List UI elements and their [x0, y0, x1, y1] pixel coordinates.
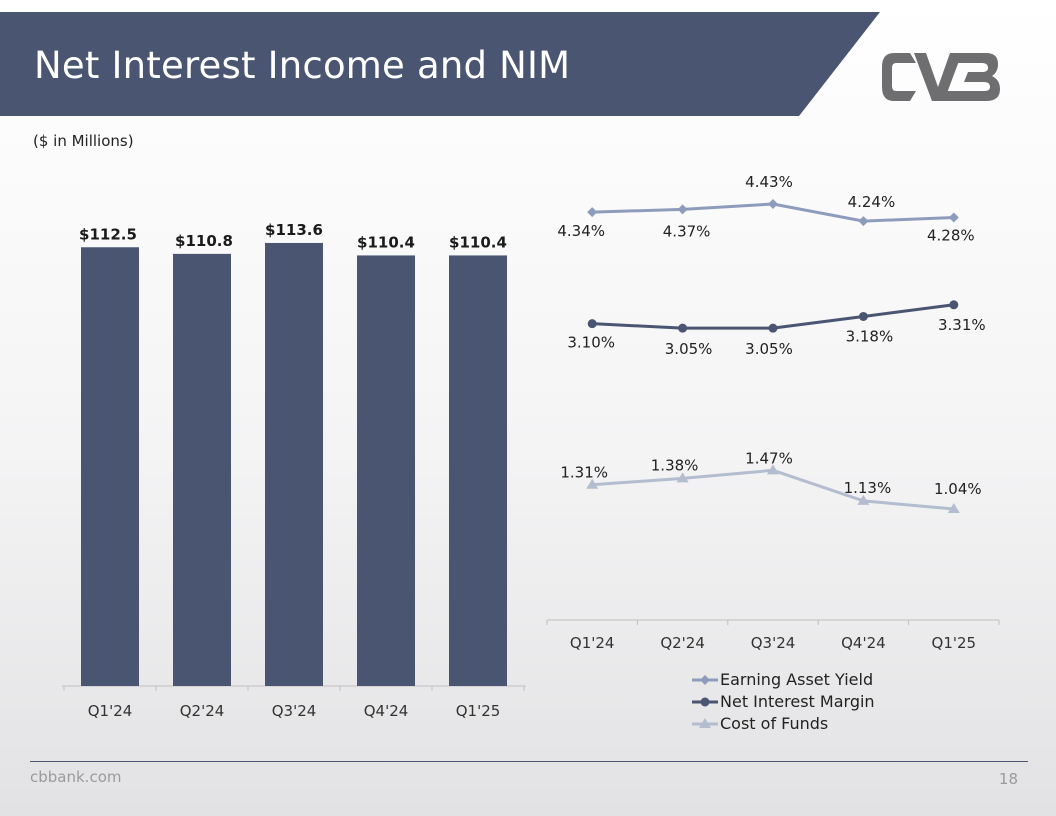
- legend-earning-asset-yield-label: Earning Asset Yield: [720, 670, 873, 689]
- bar-Q1'24: [81, 247, 139, 686]
- bar-category-label: Q1'24: [88, 702, 133, 720]
- header-band: [0, 12, 880, 116]
- line-category-label: Q4'24: [841, 634, 886, 652]
- net-interest-margin-data-label: 3.05%: [665, 340, 713, 358]
- legend-cost-of-funds-label: Cost of Funds: [720, 714, 828, 733]
- earning-asset-yield-point: [948, 212, 959, 223]
- earning-asset-yield-point: [677, 204, 688, 215]
- cost-of-funds-point: [947, 503, 960, 513]
- cost-of-funds-point: [857, 494, 870, 505]
- cost-of-funds-data-label: 1.47%: [745, 449, 793, 467]
- bar-data-label: $110.4: [449, 233, 507, 251]
- line-category-label: Q1'25: [932, 634, 977, 652]
- line-category-label: Q3'24: [751, 634, 796, 652]
- nim-line-chart: Q1'24 Q2'24 Q3'24 Q4'24 Q1'25 4.34% 4.37% 4.43%…: [546, 173, 1000, 733]
- net-interest-margin-point: [949, 300, 959, 310]
- earning-asset-yield-data-label: 4.34%: [557, 222, 605, 240]
- bar-data-label: $110.8: [175, 232, 233, 250]
- earning-asset-yield-data-label: 4.43%: [745, 173, 793, 191]
- earning-asset-yield-point: [768, 199, 778, 209]
- bar-category-label: Q3'24: [272, 702, 317, 720]
- net-interest-margin-data-label: 3.18%: [846, 327, 894, 345]
- net-interest-margin-point: [678, 323, 688, 333]
- cost-of-funds-data-label: 1.04%: [934, 480, 982, 498]
- bar-data-label: $110.4: [357, 233, 415, 251]
- bar-Q1'25: [449, 255, 507, 686]
- bar-category-label: Q1'25: [456, 702, 501, 720]
- bar-Q3'24: [265, 242, 323, 686]
- bar-Q4'24: [357, 255, 415, 686]
- legend-net-interest-margin-label: Net Interest Margin: [720, 692, 875, 711]
- legend-cost-of-funds-marker: [699, 718, 711, 728]
- legend-net-interest-margin-marker: [700, 697, 710, 707]
- footer-divider: [30, 761, 1028, 762]
- bar-data-label: $112.5: [79, 225, 137, 243]
- net-interest-margin-data-label: 3.05%: [745, 340, 793, 358]
- line-category-label: Q2'24: [660, 634, 705, 652]
- units-note: ($ in Millions): [33, 132, 134, 150]
- footer-url: cbbank.com: [30, 768, 122, 786]
- net-interest-margin-data-label: 3.10%: [567, 334, 615, 352]
- earning-asset-yield-data-label: 4.37%: [663, 222, 711, 240]
- cost-of-funds-data-label: 1.31%: [560, 464, 608, 482]
- earning-asset-yield-data-label: 4.28%: [927, 226, 975, 244]
- line-category-label: Q1'24: [570, 634, 615, 652]
- cost-of-funds-point: [586, 478, 599, 489]
- earning-asset-yield-point: [858, 216, 869, 227]
- earning-asset-yield-data-label: 4.24%: [848, 193, 896, 211]
- net-interest-margin-data-label: 3.31%: [938, 316, 986, 334]
- cost-of-funds-data-label: 1.38%: [651, 456, 699, 474]
- net-interest-margin-point: [768, 323, 778, 333]
- page-title: Net Interest Income and NIM: [34, 44, 571, 87]
- earning-asset-yield-point: [587, 207, 598, 218]
- bar-category-label: Q4'24: [364, 702, 409, 720]
- cvb-logo-icon: [882, 53, 1000, 101]
- page-number: 18: [998, 770, 1018, 788]
- cost-of-funds-data-label: 1.13%: [844, 479, 892, 497]
- net-interest-margin-point: [587, 319, 597, 329]
- cost-of-funds-point: [676, 472, 689, 483]
- bar-category-label: Q2'24: [180, 702, 225, 720]
- cost-of-funds-point: [767, 464, 779, 475]
- net-interest-income-bar-chart: $112.5 Q1'24 $110.8 Q2'24 $113.6 Q3'24 $110.4 Q…: [62, 221, 526, 720]
- bar-Q2'24: [173, 253, 231, 686]
- bar-data-label: $113.6: [265, 221, 323, 239]
- cost-of-funds-line: [592, 468, 954, 511]
- net-interest-margin-point: [858, 311, 868, 321]
- legend-earning-asset-yield-marker: [700, 675, 710, 685]
